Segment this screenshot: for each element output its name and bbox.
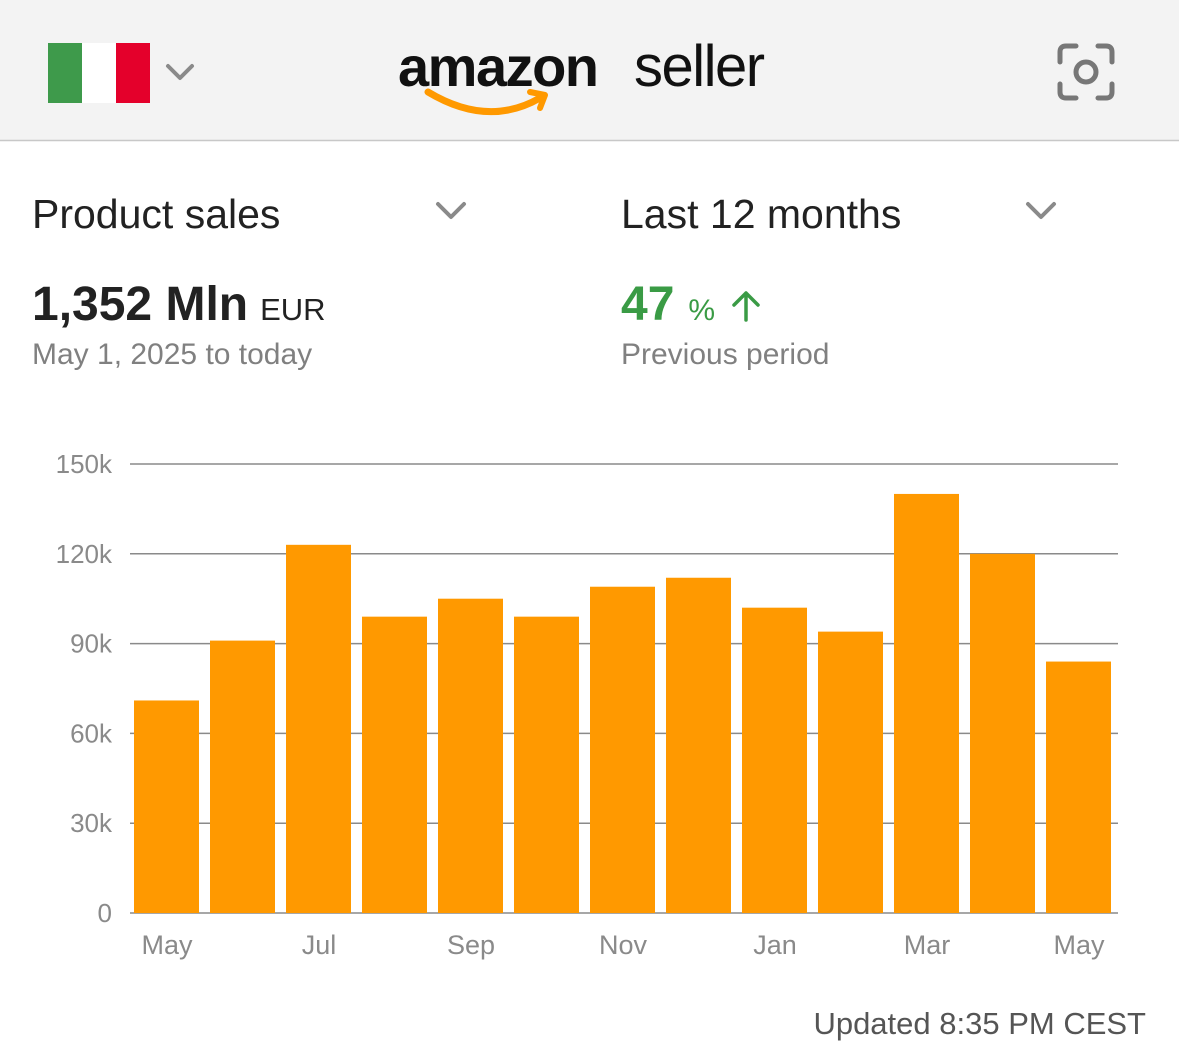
- x-tick-label: Jan: [753, 930, 797, 960]
- x-tick-label: May: [1053, 930, 1105, 960]
- bar: [210, 640, 275, 913]
- metric-dropdown[interactable]: Product sales: [32, 191, 466, 237]
- bar: [438, 598, 503, 913]
- bar: [134, 700, 199, 913]
- x-tick-label: Sep: [447, 930, 495, 960]
- y-tick-label: 90k: [70, 629, 113, 659]
- bar: [362, 616, 427, 913]
- flag-green: [48, 43, 82, 103]
- date-range: May 1, 2025 to today: [32, 338, 312, 371]
- flag-red: [116, 43, 150, 103]
- y-tick-label: 120k: [56, 539, 113, 569]
- flag-white: [82, 43, 116, 103]
- change-label: Previous period: [621, 338, 829, 371]
- change: 47: [621, 278, 674, 331]
- period-dropdown[interactable]: Last 12 months: [621, 191, 1056, 237]
- bar: [286, 544, 351, 913]
- x-tick-label: Jul: [302, 930, 337, 960]
- total-value: 1,352 Mln EUR: [32, 278, 326, 331]
- logo-arrow: [527, 89, 548, 111]
- logo-smile: [424, 88, 544, 116]
- x-tick-label: May: [141, 930, 193, 960]
- total: 1,352 Mln: [32, 278, 248, 331]
- scan-lens: [1073, 59, 1099, 85]
- bar: [742, 607, 807, 913]
- chevron: [436, 202, 466, 219]
- country-selector[interactable]: [48, 43, 194, 103]
- top-bar: [0, 0, 1179, 140]
- bar: [894, 493, 959, 913]
- bar: [514, 616, 579, 913]
- change-unit: %: [688, 294, 715, 327]
- bar: [666, 577, 731, 913]
- updated-time: Updated 8:35 PM CEST: [813, 1006, 1146, 1041]
- chevron: [1026, 202, 1056, 219]
- logo-brand: amazon: [398, 35, 598, 98]
- y-tick-label: 150k: [56, 449, 113, 479]
- y-tick-label: 30k: [70, 808, 113, 838]
- bar: [818, 631, 883, 913]
- scan-frame: [1057, 43, 1115, 101]
- currency: EUR: [260, 292, 325, 327]
- chevron: [166, 64, 194, 80]
- y-tick-label: 60k: [70, 718, 113, 748]
- x-tick-label: Nov: [599, 930, 648, 960]
- bar: [590, 586, 655, 913]
- x-tick-label: Mar: [904, 930, 951, 960]
- bar: [970, 553, 1035, 913]
- change-value: 47%: [621, 278, 715, 331]
- scan-button[interactable]: [1057, 43, 1115, 101]
- chart: 0 30k 60k 90k 120k 150k May Jul Sep Nov Jan Mar May: [56, 449, 1118, 960]
- y-tick-label: 0: [98, 898, 112, 928]
- bar: [1046, 661, 1111, 913]
- period-label: Last 12 months: [621, 191, 901, 237]
- up-arrow: [732, 291, 760, 322]
- logo-product: seller: [634, 34, 765, 99]
- metric-label: Product sales: [32, 191, 280, 237]
